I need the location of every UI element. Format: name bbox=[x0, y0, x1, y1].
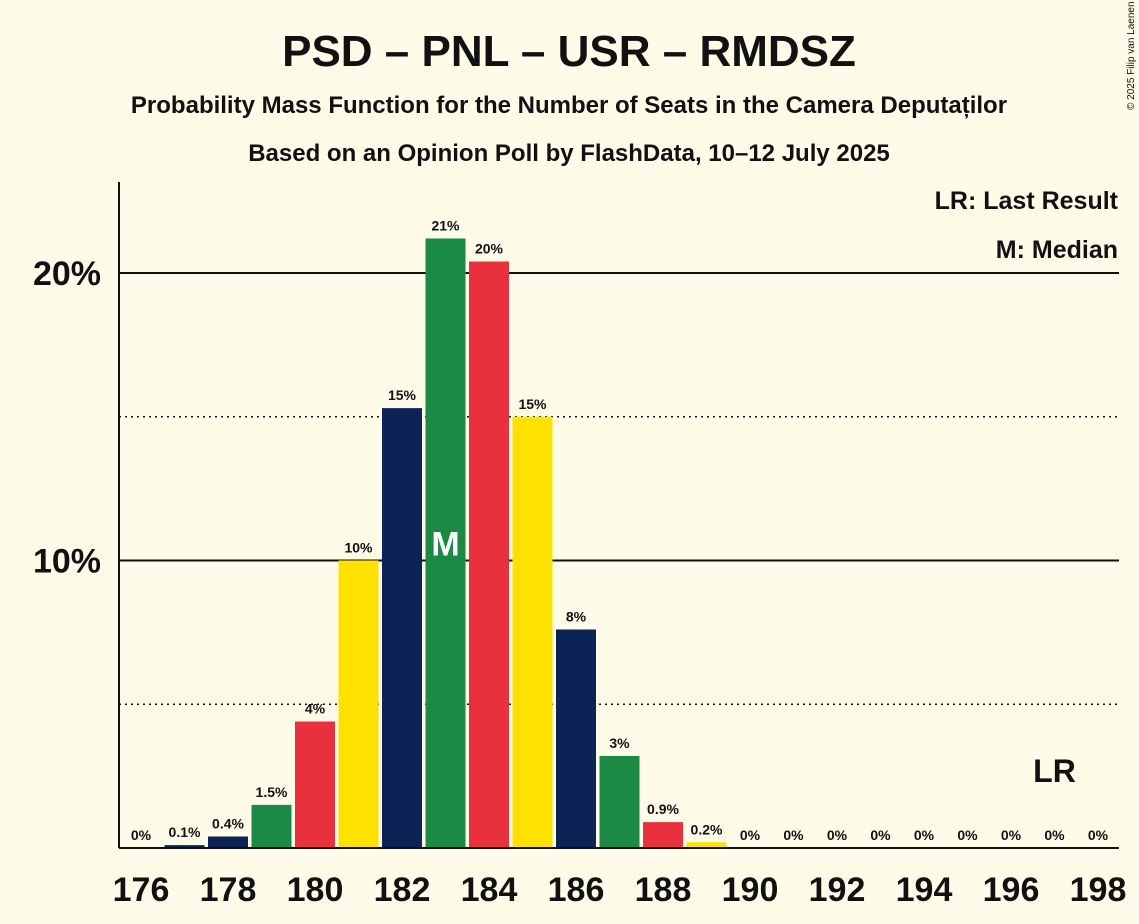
bar-seat-178 bbox=[208, 836, 248, 848]
legend-last-result: LR: Last Result bbox=[935, 187, 1119, 215]
x-tick-label: 192 bbox=[809, 871, 866, 909]
x-tick-label: 198 bbox=[1070, 871, 1127, 909]
bar-seat-183 bbox=[425, 238, 466, 848]
y-axis-ticks: 10% 20% bbox=[33, 255, 101, 581]
x-tick-label: 184 bbox=[461, 871, 518, 909]
x-tick-label: 190 bbox=[722, 871, 779, 909]
bar-label-seat-196: 0% bbox=[1001, 827, 1022, 843]
chart-subtitle-poll: Based on an Opinion Poll by FlashData, 1… bbox=[248, 140, 890, 167]
legend-median: M: Median bbox=[996, 236, 1118, 264]
bar-seat-177 bbox=[164, 845, 205, 848]
copyright-notice: © 2025 Filip van Laenen bbox=[1126, 1, 1137, 110]
bar-label-seat-187: 3% bbox=[609, 735, 630, 751]
bar-label-seat-191: 0% bbox=[783, 827, 804, 843]
x-axis-ticks: 176 178 180 182 184 186 188 190 192 194 196 198 bbox=[113, 871, 1127, 909]
bar-seat-189 bbox=[686, 842, 727, 848]
bar-seat-188 bbox=[643, 822, 683, 848]
bar-label-seat-184: 20% bbox=[475, 241, 504, 257]
bar-label-seat-193: 0% bbox=[870, 827, 891, 843]
bar-seat-179 bbox=[251, 804, 292, 848]
bar-label-seat-197: 0% bbox=[1044, 827, 1065, 843]
bar-seat-182 bbox=[382, 408, 422, 848]
chart-title: PSD – PNL – USR – RMDSZ bbox=[282, 27, 856, 76]
x-tick-label: 194 bbox=[896, 871, 953, 909]
x-tick-label: 188 bbox=[635, 871, 692, 909]
bar-seat-187 bbox=[599, 756, 640, 848]
bar-label-seat-185: 15% bbox=[518, 396, 547, 412]
x-tick-label: 182 bbox=[374, 871, 431, 909]
bar-label-seat-181: 10% bbox=[344, 540, 373, 556]
bar-seat-185 bbox=[512, 416, 553, 848]
gridlines bbox=[119, 272, 1119, 705]
y-tick-label: 10% bbox=[33, 543, 101, 581]
x-tick-label: 196 bbox=[983, 871, 1040, 909]
bar-label-seat-194: 0% bbox=[914, 827, 935, 843]
bar-label-seat-195: 0% bbox=[957, 827, 978, 843]
bar-label-seat-192: 0% bbox=[827, 827, 848, 843]
y-tick-label: 20% bbox=[33, 255, 101, 293]
bar-label-seat-189: 0.2% bbox=[691, 821, 723, 837]
bar-seat-184 bbox=[469, 261, 509, 848]
bar-labels: 0% 0.1% 0.4% 1.5% 4% 10% 15% 21% 20% 15% 8% 3% 0.9% 0… bbox=[131, 218, 1109, 844]
median-marker: M bbox=[431, 525, 459, 563]
bar-label-seat-186: 8% bbox=[566, 609, 587, 625]
bar-label-seat-183: 21% bbox=[431, 218, 460, 234]
bar-label-seat-178: 0.4% bbox=[212, 816, 244, 832]
bar-seat-180 bbox=[295, 721, 335, 848]
bar-label-seat-176: 0% bbox=[131, 827, 152, 843]
bar-label-seat-188: 0.9% bbox=[647, 801, 679, 817]
bar-label-seat-190: 0% bbox=[740, 827, 761, 843]
chart-subtitle: Probability Mass Function for the Number… bbox=[131, 92, 1007, 119]
last-result-marker: LR bbox=[1033, 753, 1076, 789]
bar-label-seat-180: 4% bbox=[305, 701, 326, 717]
bars bbox=[164, 238, 727, 848]
bar-label-seat-177: 0.1% bbox=[169, 824, 201, 840]
bar-label-seat-182: 15% bbox=[388, 387, 417, 403]
bar-label-seat-198: 0% bbox=[1088, 827, 1109, 843]
bar-label-seat-179: 1.5% bbox=[256, 784, 288, 800]
bar-seat-186 bbox=[556, 629, 596, 848]
x-tick-label: 176 bbox=[113, 871, 170, 909]
x-tick-label: 178 bbox=[200, 871, 257, 909]
x-tick-label: 186 bbox=[548, 871, 605, 909]
x-tick-label: 180 bbox=[287, 871, 344, 909]
bar-seat-181 bbox=[338, 560, 379, 848]
